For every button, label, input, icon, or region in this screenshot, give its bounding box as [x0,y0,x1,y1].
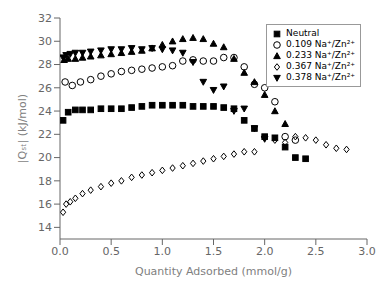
svg-text:14: 14 [38,221,52,234]
svg-text:|Qₛₜ| (kJ/mol): |Qₛₜ| (kJ/mol) [16,94,29,163]
svg-text:Quantity Adsorbed (mmol/g): Quantity Adsorbed (mmol/g) [135,265,292,278]
svg-text:3.0: 3.0 [358,245,376,258]
svg-text:16: 16 [38,198,52,211]
html-text:0.233 Na⁺/Zn²⁺: 0.233 Na⁺/Zn²⁺ [286,50,355,60]
svg-text:0.5: 0.5 [102,245,120,258]
svg-text:1.5: 1.5 [205,245,223,258]
svg-text:0.0: 0.0 [51,245,69,258]
html-text:Neutral: Neutral [286,28,320,38]
svg-text:24: 24 [38,105,52,118]
svg-text:22: 22 [38,128,52,141]
svg-text:2.5: 2.5 [307,245,325,258]
html-text:0.378 Na⁺/Zn²⁺: 0.378 Na⁺/Zn²⁺ [286,72,355,82]
svg-text:28: 28 [38,58,52,71]
svg-text:26: 26 [38,82,52,95]
html-text:0.367 Na⁺/Zn²⁺: 0.367 Na⁺/Zn²⁺ [286,61,355,71]
html-text:0.109 Na⁺/Zn²⁺: 0.109 Na⁺/Zn²⁺ [286,39,355,49]
svg-text:30: 30 [38,35,52,48]
svg-text:20: 20 [38,151,52,164]
svg-text:18: 18 [38,175,52,188]
svg-text:2.0: 2.0 [256,245,274,258]
svg-text:32: 32 [38,12,52,25]
svg-text:1.0: 1.0 [154,245,172,258]
